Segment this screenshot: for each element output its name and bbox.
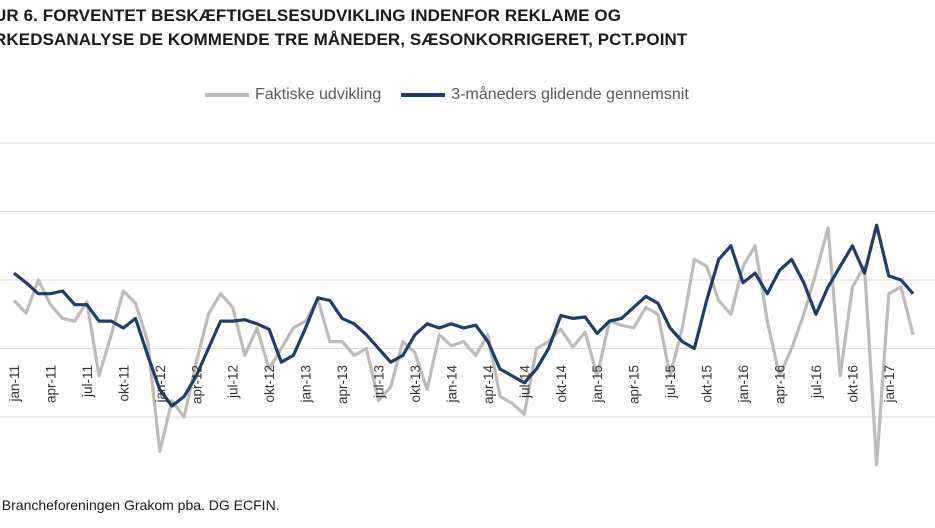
x-tick-label: jan-16 (736, 365, 751, 404)
x-tick-label: jan-14 (444, 365, 459, 404)
legend-item-actual: Faktiske udvikling (205, 86, 381, 104)
chart-title-line-2: RKEDSANALYSE DE KOMMENDE TRE MÅNEDER, SÆ… (0, 30, 688, 49)
x-tick-label: jul-12 (226, 365, 241, 399)
x-tick-label: jul-16 (809, 365, 824, 399)
legend: Faktiske udvikling 3-måneders glidende g… (205, 86, 709, 104)
gridlines (0, 142, 935, 418)
x-tick-label: jan-12 (153, 365, 168, 404)
x-tick-label: jan-15 (590, 365, 605, 404)
x-tick-label: jul-13 (372, 365, 387, 399)
x-tick-label: apr-15 (627, 365, 642, 404)
legend-swatch-moving-average (401, 93, 446, 97)
x-tick-label: jan-13 (299, 365, 314, 404)
series-lines (12, 223, 915, 467)
x-tick-label: okt-16 (845, 365, 860, 403)
x-tick-label: jul-14 (517, 365, 532, 400)
x-tick-label: apr-13 (335, 365, 350, 404)
x-tick-label: jul-15 (663, 365, 678, 399)
source-note: : Brancheforeningen Grakom pba. DG ECFIN… (0, 497, 280, 513)
x-tick-label: okt-12 (262, 365, 277, 403)
x-tick-label: apr-16 (772, 365, 787, 404)
x-tick-label: okt-11 (116, 365, 131, 402)
x-tick-label: jan-11 (7, 365, 22, 403)
legend-label-moving-average: 3-måneders glidende gennemsnit (451, 86, 689, 103)
x-tick-label: jan-17 (882, 365, 897, 404)
legend-swatch-actual (205, 93, 249, 97)
x-tick-label: apr-12 (189, 365, 204, 404)
x-tick-label: okt-15 (700, 365, 715, 403)
x-tick-label: apr-14 (481, 365, 496, 405)
legend-item-moving-average: 3-måneders glidende gennemsnit (401, 86, 689, 104)
x-tick-label: okt-14 (554, 365, 569, 403)
x-axis-tick-labels: jan-11 apr-11 jul-11 okt-11 jan-12 apr-12 jul-… (7, 365, 897, 405)
chart-title-line-1: UR 6. FORVENTET BESKÆFTIGELSESUDVIKLING … (0, 6, 622, 25)
series-line-actual (12, 226, 915, 467)
x-tick-label: apr-11 (43, 365, 58, 403)
series-line-moving-average (13, 223, 915, 408)
x-tick-label: jul-11 (80, 365, 95, 398)
chart-title: UR 6. FORVENTET BESKÆFTIGELSESUDVIKLING … (0, 4, 935, 52)
legend-label-actual: Faktiske udvikling (255, 86, 382, 103)
x-tick-label: okt-13 (408, 365, 423, 403)
